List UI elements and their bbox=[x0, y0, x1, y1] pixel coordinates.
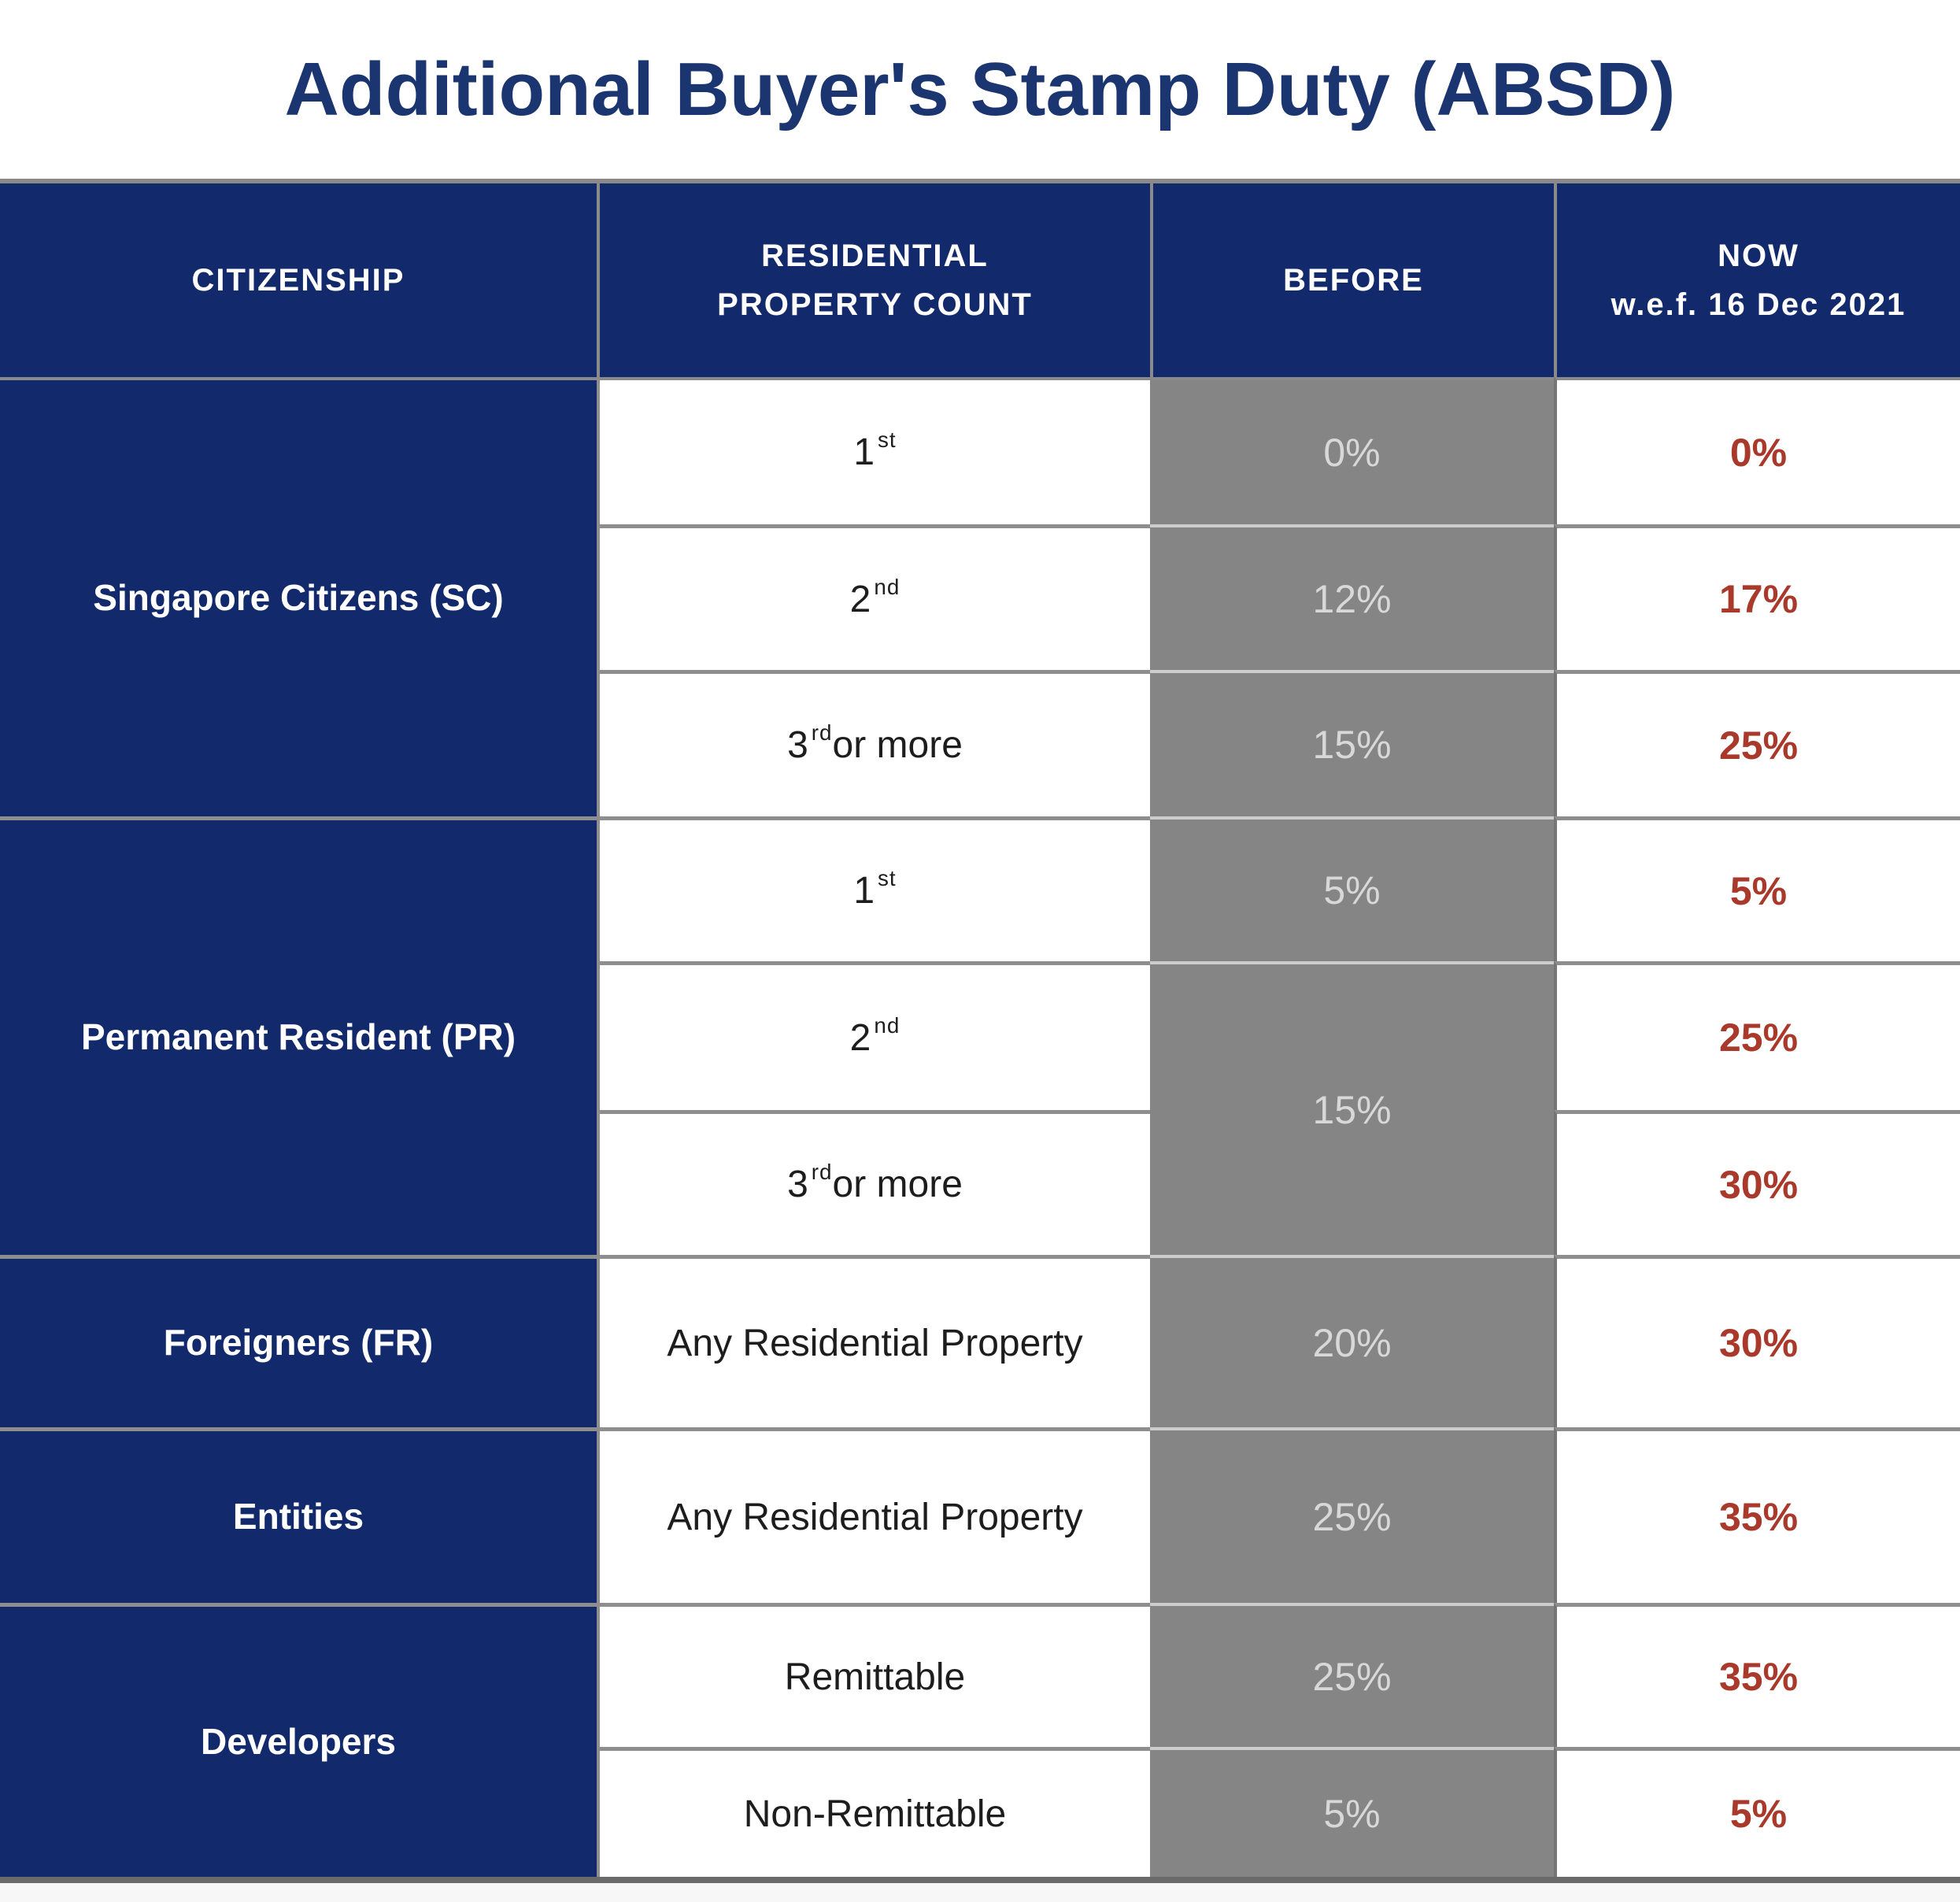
before-cell-fr: 20% bbox=[1150, 1255, 1554, 1427]
count-base: 1 bbox=[853, 870, 875, 912]
now-cell-sc-2nd: 17% bbox=[1554, 524, 1960, 670]
now-cell-pr-3rd: 30% bbox=[1554, 1110, 1960, 1255]
absd-table: CITIZENSHIP RESIDENTIAL PROPERTY COUNT B… bbox=[0, 179, 1960, 1883]
citizenship-cell-sc: Singapore Citizens (SC) bbox=[0, 377, 597, 816]
count-base: Any Residential Property bbox=[667, 1322, 1083, 1364]
count-base: Any Residential Property bbox=[667, 1496, 1083, 1538]
count-rest: or more bbox=[832, 1164, 963, 1205]
title-bar: Additional Buyer's Stamp Duty (ABSD) bbox=[0, 0, 1960, 179]
before-cell-dev-remittable: 25% bbox=[1150, 1603, 1554, 1747]
page-title: Additional Buyer's Stamp Duty (ABSD) bbox=[284, 46, 1676, 131]
count-cell-dev-non-remittable: Non-Remittable bbox=[597, 1747, 1150, 1877]
count-base: 3 bbox=[787, 724, 808, 766]
header-now: NOW w.e.f. 16 Dec 2021 bbox=[1554, 183, 1960, 377]
header-property-count-line1: RESIDENTIAL bbox=[761, 239, 989, 273]
now-cell-pr-2nd: 25% bbox=[1554, 961, 1960, 1110]
count-cell-dev-remittable: Remittable bbox=[597, 1603, 1150, 1747]
before-cell-pr-2nd-3rd-merged: 15% bbox=[1150, 961, 1554, 1255]
now-cell-dev-remittable: 35% bbox=[1554, 1603, 1960, 1747]
count-cell-entities-any: Any Residential Property bbox=[597, 1427, 1150, 1603]
header-before: BEFORE bbox=[1150, 183, 1554, 377]
before-cell-sc-1st: 0% bbox=[1150, 377, 1554, 524]
header-property-count: RESIDENTIAL PROPERTY COUNT bbox=[597, 183, 1150, 377]
count-superscript: rd bbox=[811, 720, 833, 746]
now-cell-dev-non-remittable: 5% bbox=[1554, 1747, 1960, 1877]
before-cell-sc-3rd: 15% bbox=[1150, 670, 1554, 816]
now-cell-entities: 35% bbox=[1554, 1427, 1960, 1603]
now-cell-sc-1st: 0% bbox=[1554, 377, 1960, 524]
count-base: 3 bbox=[787, 1164, 808, 1205]
before-cell-entities: 25% bbox=[1150, 1427, 1554, 1603]
citizenship-cell-pr: Permanent Resident (PR) bbox=[0, 816, 597, 1255]
count-superscript: st bbox=[878, 866, 897, 891]
count-superscript: rd bbox=[811, 1160, 833, 1185]
now-cell-sc-3rd: 25% bbox=[1554, 670, 1960, 816]
count-base: 2 bbox=[849, 578, 871, 620]
now-cell-fr: 30% bbox=[1554, 1255, 1960, 1427]
header-property-count-line2: PROPERTY COUNT bbox=[717, 287, 1033, 322]
count-superscript: nd bbox=[874, 574, 900, 599]
now-cell-pr-1st: 5% bbox=[1554, 816, 1960, 961]
count-rest: or more bbox=[832, 724, 963, 766]
count-superscript: st bbox=[878, 427, 897, 453]
count-base: 2 bbox=[849, 1016, 871, 1059]
before-cell-pr-1st: 5% bbox=[1150, 816, 1554, 961]
citizenship-cell-entities: Entities bbox=[0, 1427, 597, 1603]
header-citizenship: CITIZENSHIP bbox=[0, 183, 597, 377]
header-now-line2: w.e.f. 16 Dec 2021 bbox=[1611, 287, 1906, 322]
header-before-label: BEFORE bbox=[1283, 263, 1424, 298]
citizenship-cell-developers: Developers bbox=[0, 1603, 597, 1877]
header-now-line1: NOW bbox=[1718, 239, 1799, 273]
before-cell-dev-non-remittable: 5% bbox=[1150, 1747, 1554, 1877]
before-cell-sc-2nd: 12% bbox=[1150, 524, 1554, 670]
count-base: Remittable bbox=[784, 1656, 966, 1698]
count-cell-fr-any: Any Residential Property bbox=[597, 1255, 1150, 1427]
count-base: Non-Remittable bbox=[743, 1793, 1007, 1835]
footer-strip bbox=[0, 1883, 1960, 1902]
count-base: 1 bbox=[853, 431, 875, 473]
citizenship-cell-fr: Foreigners (FR) bbox=[0, 1255, 597, 1427]
count-superscript: nd bbox=[874, 1012, 900, 1038]
header-citizenship-label: CITIZENSHIP bbox=[191, 263, 405, 298]
